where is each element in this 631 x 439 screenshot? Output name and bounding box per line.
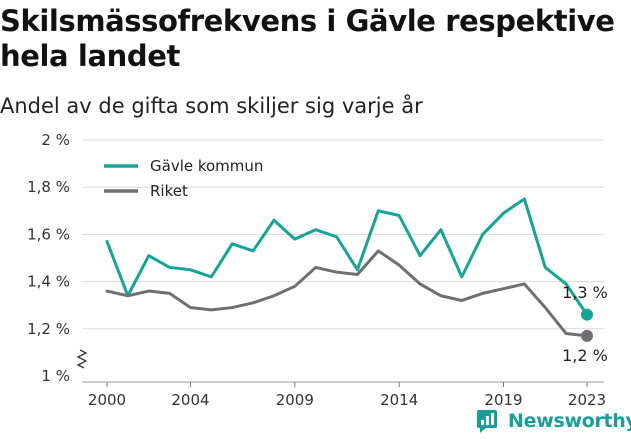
- legend-label: Riket: [150, 182, 188, 200]
- y-axis: 1 % 1,2 % 1,4 % 1,6 % 1,8 % 2 %: [27, 131, 88, 385]
- x-tick-label: 2014: [380, 391, 418, 409]
- brand-name: Newsworthy: [508, 410, 631, 432]
- y-tick-label: 1,8 %: [27, 178, 70, 196]
- y-tick-label: 1,6 %: [27, 225, 70, 243]
- series-layer: [105, 197, 593, 342]
- end-label-riket: 1,2 %: [562, 346, 608, 365]
- y-tick-label: 2 %: [41, 131, 70, 149]
- end-labels: 1,3 % 1,2 %: [562, 283, 608, 365]
- axis-break-icon: [76, 349, 88, 369]
- x-tick-label: 2000: [88, 391, 126, 409]
- end-point-gavle: [581, 308, 593, 321]
- x-tick-label: 2023: [568, 391, 606, 409]
- brand-logo: Newsworthy: [476, 409, 631, 433]
- x-tick-label: 2019: [484, 391, 522, 409]
- chart-subtitle: Andel av de gifta som skiljer sig varje …: [0, 94, 423, 118]
- x-axis: 2000 2004 2009 2014 2019 2023: [82, 381, 606, 409]
- x-tick-label: 2004: [171, 391, 209, 409]
- legend-label: Gävle kommun: [150, 157, 263, 175]
- newsworthy-logo-icon: [477, 410, 497, 433]
- series-line-gavle: [105, 197, 589, 317]
- chart-title: Skilsmässofrekvens i Gävle respektive he…: [0, 4, 615, 73]
- gridlines: [82, 139, 604, 330]
- end-point-riket: [581, 329, 593, 342]
- x-tick-label: 2009: [276, 391, 314, 409]
- y-tick-label: 1,4 %: [27, 273, 70, 291]
- series-line-riket: [105, 249, 589, 338]
- y-tick-label: 1,2 %: [27, 320, 70, 338]
- end-label-gavle: 1,3 %: [562, 283, 608, 302]
- y-tick-label: 1 %: [41, 367, 70, 385]
- legend: Gävle kommun Riket: [104, 157, 263, 200]
